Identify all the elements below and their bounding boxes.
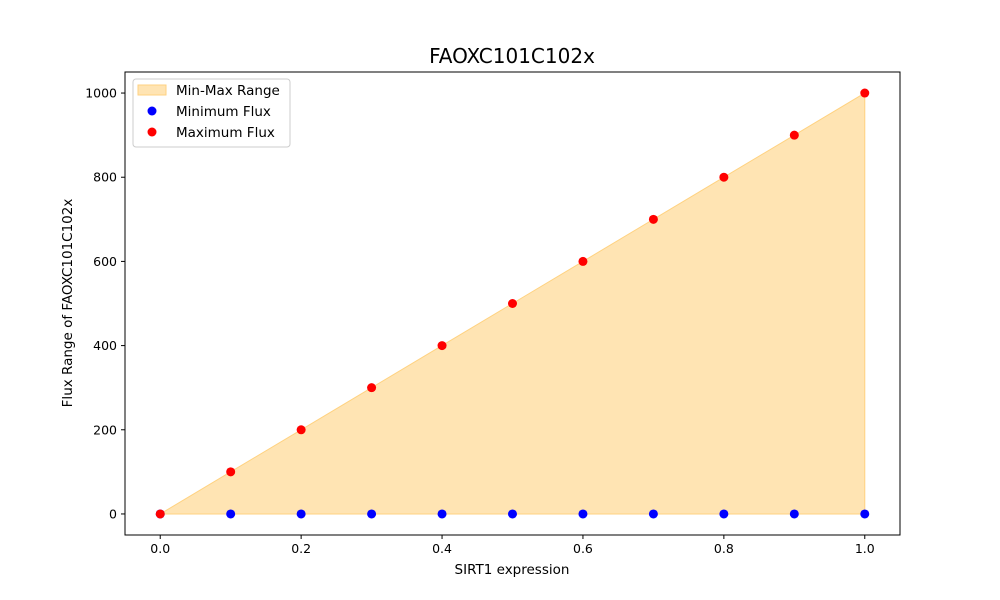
minimum-flux-point — [860, 509, 870, 519]
maximum-flux-point — [648, 214, 658, 224]
x-tick-label: 1.0 — [855, 541, 875, 556]
x-tick-label: 0.0 — [150, 541, 170, 556]
legend-swatch-marker — [147, 106, 157, 116]
y-tick-label: 0 — [109, 506, 117, 521]
legend-box — [132, 78, 291, 148]
maximum-flux-point — [296, 425, 306, 435]
maximum-flux-point — [578, 256, 588, 266]
minimum-flux-point — [226, 509, 236, 519]
minimum-flux-point — [578, 509, 588, 519]
y-tick-label: 400 — [93, 338, 117, 353]
maximum-flux-series — [155, 88, 870, 519]
maximum-flux-point — [719, 172, 729, 182]
maximum-flux-point — [437, 341, 447, 351]
legend-label: Minimum Flux — [176, 104, 271, 120]
legend-label: Maximum Flux — [176, 125, 275, 141]
legend-swatch-marker — [147, 127, 157, 137]
plot-area — [155, 88, 870, 519]
minimum-flux-point — [437, 509, 447, 519]
maximum-flux-point — [789, 130, 799, 140]
x-axis-title: SIRT1 expression — [455, 562, 570, 578]
y-axis: 0 200 400 600 800 1000 — [85, 86, 125, 521]
legend-label: Min-Max Range — [176, 83, 280, 99]
y-axis-title: Flux Range of FAOXC101C102x — [60, 199, 76, 408]
minimum-flux-point — [789, 509, 799, 519]
minimum-flux-point — [296, 509, 306, 519]
minimum-flux-point — [367, 509, 377, 519]
x-tick-label: 0.2 — [291, 541, 311, 556]
y-tick-label: 800 — [93, 170, 117, 185]
minimum-flux-point — [719, 509, 729, 519]
legend-item: Minimum Flux — [147, 104, 271, 120]
plot-frame — [124, 71, 901, 536]
chart-title: FAOXC101C102x — [429, 44, 595, 68]
y-tick-label: 1000 — [85, 86, 117, 101]
legend-swatch-area — [137, 84, 167, 96]
legend-items: Min-Max Range Minimum Flux Maximum Flux — [137, 83, 280, 141]
x-tick-label: 0.4 — [432, 541, 452, 556]
maximum-flux-point — [226, 467, 236, 477]
maximum-flux-point — [155, 509, 165, 519]
x-tick-label: 0.8 — [714, 541, 734, 556]
maximum-flux-point — [367, 383, 377, 393]
minimum-flux-point — [648, 509, 658, 519]
y-tick-label: 600 — [93, 254, 117, 269]
x-tick-label: 0.6 — [573, 541, 593, 556]
maximum-flux-point — [860, 88, 870, 98]
minimum-flux-point — [508, 509, 517, 519]
x-axis: 0.0 0.2 0.4 0.6 0.8 1.0 — [150, 535, 875, 556]
legend-item: Min-Max Range — [137, 83, 280, 99]
maximum-flux-point — [508, 299, 517, 308]
y-tick-label: 200 — [93, 422, 117, 437]
legend: Min-Max Range Minimum Flux Maximum Flux — [132, 78, 291, 148]
legend-item: Maximum Flux — [147, 125, 275, 141]
